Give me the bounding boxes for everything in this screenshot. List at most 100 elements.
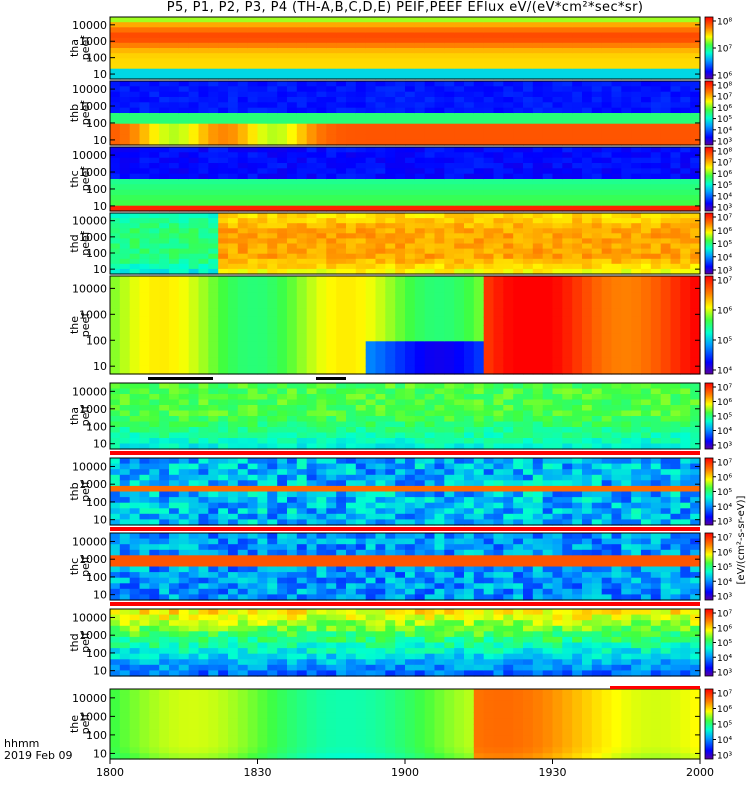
heatmap-cell	[414, 410, 426, 417]
heatmap-cell	[296, 200, 308, 207]
heatmap-cell	[523, 17, 534, 23]
heatmap-cell	[631, 22, 642, 28]
y-tick-label: 1000	[79, 308, 107, 321]
heatmap-cell	[513, 432, 524, 439]
heatmap-cell	[139, 129, 150, 135]
heatmap-cell	[523, 200, 534, 207]
heatmap-cell	[346, 365, 357, 375]
heatmap-cell	[601, 248, 613, 255]
heatmap-cell	[611, 152, 622, 159]
heatmap-cell	[395, 118, 406, 125]
panel-frame	[109, 212, 701, 275]
heatmap-cell	[414, 205, 426, 212]
heatmap-cell	[572, 243, 583, 250]
heatmap-cell	[247, 238, 259, 245]
heatmap-cell	[493, 86, 504, 93]
heatmap-cell	[316, 388, 327, 395]
heatmap-cell	[149, 134, 160, 141]
heatmap-cell	[316, 333, 327, 342]
heatmap-cell	[346, 438, 357, 445]
heatmap-cell	[110, 195, 121, 201]
heatmap-cell	[169, 91, 180, 98]
heatmap-cell	[129, 17, 141, 23]
heatmap-cell	[464, 139, 475, 146]
heatmap-cell	[591, 316, 603, 326]
heatmap-cell	[572, 491, 583, 498]
heatmap-cell	[237, 200, 249, 207]
heatmap-cell	[296, 276, 308, 285]
heatmap-cell	[483, 491, 495, 498]
heatmap-cell	[513, 205, 524, 212]
heatmap-cell	[306, 223, 318, 229]
heatmap-cell	[169, 152, 180, 159]
heatmap-cell	[483, 421, 495, 428]
heatmap-cell	[621, 218, 632, 224]
y-tick-label: 1000	[79, 35, 107, 48]
heatmap-cell	[503, 292, 514, 302]
heatmap-cell	[434, 123, 445, 130]
heatmap-cell	[444, 416, 455, 423]
heatmap-cell	[434, 107, 445, 114]
heatmap-cell	[493, 432, 504, 439]
heatmap-cell	[169, 48, 180, 54]
heatmap-cell	[228, 163, 239, 169]
heatmap-cell	[434, 357, 445, 367]
heatmap-cell	[611, 118, 622, 125]
heatmap-cell	[139, 63, 150, 70]
heatmap-cell	[690, 163, 701, 169]
heatmap-cell	[424, 405, 436, 412]
heatmap-cell	[159, 102, 170, 109]
heatmap-cell	[542, 443, 554, 450]
heatmap-cell	[562, 410, 573, 417]
heatmap-cell	[454, 195, 465, 201]
heatmap-cell	[296, 399, 308, 406]
heatmap-cell	[237, 258, 249, 265]
heatmap-cell	[562, 157, 573, 164]
heatmap-cell	[306, 233, 318, 239]
heatmap-cell	[316, 300, 327, 310]
heatmap-cell	[641, 152, 652, 159]
heatmap-cell	[542, 189, 554, 196]
heatmap-cell	[513, 238, 524, 245]
heatmap-cell	[188, 157, 200, 164]
heatmap-cell	[228, 383, 239, 390]
heatmap-cell	[434, 42, 445, 49]
heatmap-cell	[680, 223, 691, 229]
heatmap-cell	[375, 195, 386, 201]
heatmap-cell	[228, 37, 239, 44]
heatmap-cell	[277, 292, 288, 302]
heatmap-cell	[670, 68, 681, 75]
heatmap-cell	[296, 508, 308, 515]
heatmap-cell	[119, 129, 131, 135]
heatmap-cell	[650, 243, 662, 250]
heatmap-cell	[326, 179, 337, 185]
heatmap-cell	[149, 81, 160, 87]
panel-ylabel: thb	[68, 104, 81, 122]
heatmap-cell	[601, 179, 613, 185]
heatmap-cell	[621, 68, 632, 75]
heatmap-cell	[336, 53, 347, 59]
heatmap-cell	[316, 276, 327, 285]
heatmap-cell	[257, 253, 268, 260]
heatmap-cell	[110, 432, 121, 439]
heatmap-cell	[650, 42, 662, 49]
heatmap-cell	[562, 22, 573, 28]
heatmap-cell	[641, 223, 652, 229]
heatmap-cell	[582, 421, 593, 428]
heatmap-cell	[306, 205, 318, 212]
heatmap-cell	[542, 238, 554, 245]
heatmap-cell	[690, 427, 701, 434]
heatmap-cell	[316, 97, 327, 103]
heatmap-cell	[611, 349, 622, 359]
heatmap-cell	[110, 168, 121, 175]
heatmap-cell	[552, 81, 563, 87]
heatmap-cell	[306, 300, 318, 310]
heatmap-cell	[454, 129, 465, 135]
heatmap-cell	[444, 152, 455, 159]
heatmap-cell	[434, 258, 445, 265]
heatmap-cell	[572, 91, 583, 98]
heatmap-cell	[159, 27, 170, 34]
heatmap-cell	[375, 107, 386, 114]
heatmap-cell	[247, 427, 259, 434]
heatmap-cell	[552, 32, 563, 39]
